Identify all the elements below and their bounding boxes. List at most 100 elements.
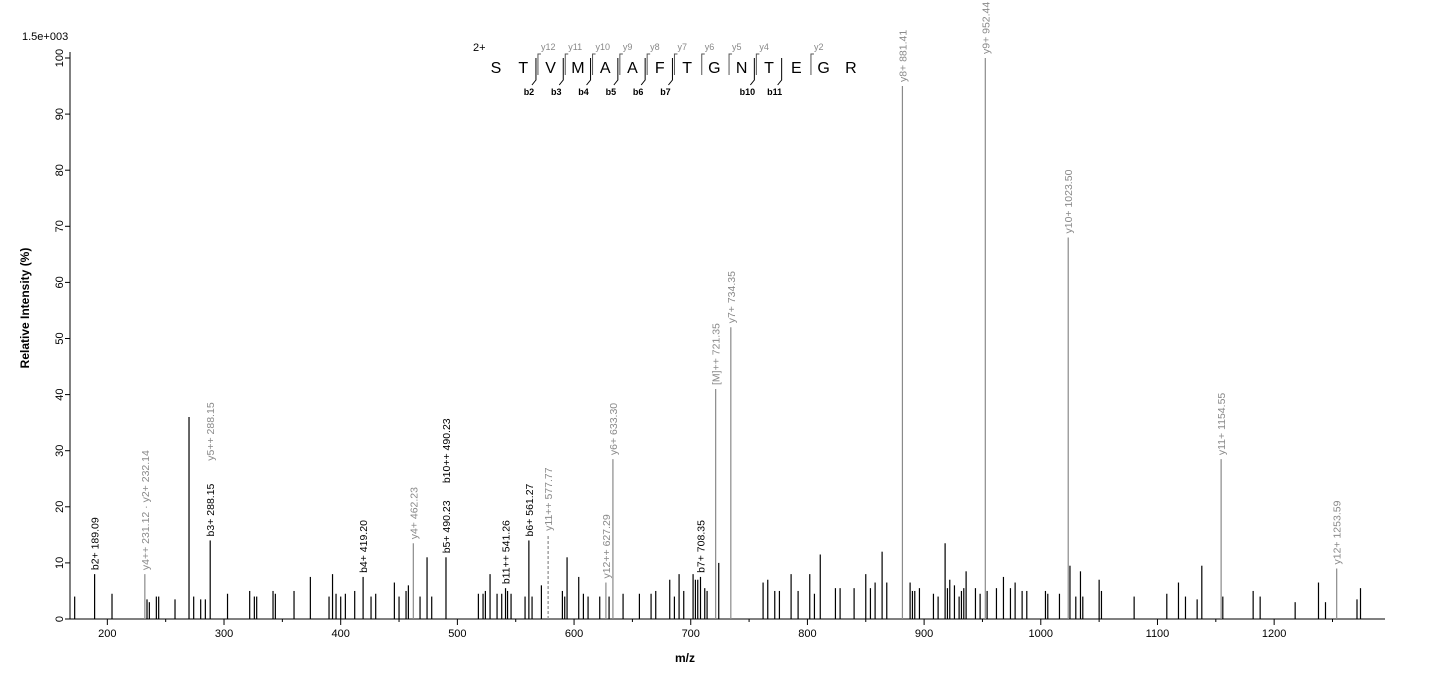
- y-tick-label: 90: [54, 108, 66, 120]
- b-ion-label: b4: [578, 87, 589, 97]
- x-tick-label: 1200: [1262, 628, 1286, 640]
- b-ion-bracket: [558, 58, 564, 86]
- x-tick-label: 1000: [1029, 628, 1053, 640]
- peak-label: y8+ 881.41: [897, 30, 909, 82]
- y-ion-bracket: [564, 53, 569, 75]
- y-axis-label: Relative Intensity (%): [18, 248, 32, 369]
- y-ion-label: y5: [732, 42, 742, 52]
- y-ion-bracket: [537, 53, 541, 75]
- peak-label: y4++ 231.12 · y2+ 232.14: [140, 450, 152, 570]
- peak-label: y10+ 1023.50: [1063, 169, 1075, 233]
- y-tick-label: 60: [54, 276, 66, 288]
- b-ion-label: b2: [524, 87, 535, 97]
- y-tick-label: 20: [54, 501, 66, 513]
- y-ion-bracket: [755, 53, 760, 75]
- residue: A: [600, 60, 611, 77]
- x-tick-label: 600: [565, 628, 583, 640]
- y-tick-label: 0: [54, 616, 66, 622]
- b-ion-bracket: [640, 58, 646, 86]
- y-ion-label: y8: [650, 42, 660, 52]
- peak-label: y11++ 577.77: [543, 467, 555, 531]
- b-ion-bracket: [531, 58, 537, 86]
- peak-label: b7+ 708.35: [695, 520, 707, 573]
- y-ion-bracket: [646, 53, 651, 75]
- b-ion-bracket: [586, 58, 592, 86]
- x-tick-label: 1100: [1146, 628, 1170, 640]
- y-ion-bracket: [701, 53, 705, 75]
- charge-label: 2+: [473, 42, 486, 54]
- x-tick-label: 700: [682, 628, 700, 640]
- b-ion-label: b7: [660, 87, 671, 97]
- y-ion-bracket: [619, 53, 623, 75]
- peak-label: y6+ 633.30: [608, 403, 620, 455]
- y-ion-label: y9: [623, 42, 633, 52]
- peak-series: [74, 58, 1362, 619]
- b-ion-label: b11: [767, 87, 782, 97]
- peak-label: b10++ 490.23: [441, 418, 453, 483]
- peak-label: y4+ 462.23: [408, 487, 420, 539]
- y-tick-label: 40: [54, 388, 66, 400]
- residue: M: [571, 60, 584, 77]
- y-ion-bracket: [728, 53, 733, 75]
- y-ion-label: y2: [814, 42, 824, 52]
- x-axis-label: m/z: [675, 651, 695, 665]
- y-ion-bracket: [673, 53, 678, 75]
- b-ion-label: b3: [551, 87, 562, 97]
- y-ion-bracket: [592, 53, 596, 75]
- peak-label: [M]++ 721.35: [711, 323, 723, 385]
- peak-label: b2+ 189.09: [90, 517, 102, 570]
- peak-label: y11+ 1154.55: [1216, 393, 1228, 456]
- axes: 0 10 20 30 40 50 60 70 80 90 100 200 300 400 500 600 700…: [54, 49, 1385, 640]
- x-tick-label: 400: [332, 628, 350, 640]
- peak-label: y5++ 288.15: [205, 402, 217, 461]
- b-ion-bracket: [749, 58, 755, 86]
- residue: F: [655, 60, 665, 77]
- residue: T: [518, 60, 528, 77]
- peak-label: b11++ 541.26: [501, 520, 513, 584]
- b-ion-label: b5: [606, 87, 617, 97]
- y-ion-label: y12: [541, 42, 556, 52]
- peak-label: y12++ 627.29: [601, 514, 613, 578]
- y-tick-label: 30: [54, 445, 66, 457]
- peak-label: b5+ 490.23: [441, 500, 453, 553]
- y-tick-label: 80: [54, 164, 66, 176]
- b-ion-label: b10: [740, 87, 756, 97]
- intensity-scale-label: 1.5e+003: [22, 31, 68, 43]
- y-ion-label: y11: [568, 42, 582, 52]
- residue: N: [736, 60, 748, 77]
- y-tick-label: 10: [54, 557, 66, 569]
- residue: E: [791, 60, 802, 77]
- y-ion-label: y7: [677, 42, 687, 52]
- b-ion-bracket: [668, 58, 673, 86]
- peak-label: b6+ 561.27: [524, 483, 536, 536]
- peak-label: y12+ 1253.59: [1332, 500, 1344, 564]
- x-tick-label: 800: [798, 628, 816, 640]
- residue: T: [682, 60, 692, 77]
- residue: A: [627, 60, 638, 77]
- y-tick-label: 50: [54, 332, 66, 344]
- y-ion-label: y6: [705, 42, 715, 52]
- y-tick-label: 70: [54, 220, 66, 232]
- y-ion-label: y4: [759, 42, 769, 52]
- y-ion-label: y10: [596, 42, 611, 52]
- x-tick-label: 900: [915, 628, 933, 640]
- y-tick-label: 100: [54, 49, 66, 67]
- peak-label: b4+ 419.20: [358, 520, 370, 573]
- peak-label: y9+ 952.44: [980, 2, 992, 54]
- b-ion-bracket: [613, 58, 619, 86]
- residue: G: [708, 60, 720, 77]
- y-ion-bracket: [810, 53, 814, 75]
- residue: T: [764, 60, 774, 77]
- peak-label: b3+ 288.15: [205, 483, 217, 536]
- peak-label: y7+ 734.35: [726, 271, 738, 323]
- residue: R: [845, 60, 857, 77]
- x-tick-label: 500: [448, 628, 466, 640]
- x-tick-label: 200: [98, 628, 116, 640]
- b-ion-label: b6: [633, 87, 644, 97]
- residue: S: [491, 60, 502, 77]
- residue: G: [817, 60, 829, 77]
- b-ion-bracket: [777, 58, 783, 86]
- residue: V: [545, 60, 556, 77]
